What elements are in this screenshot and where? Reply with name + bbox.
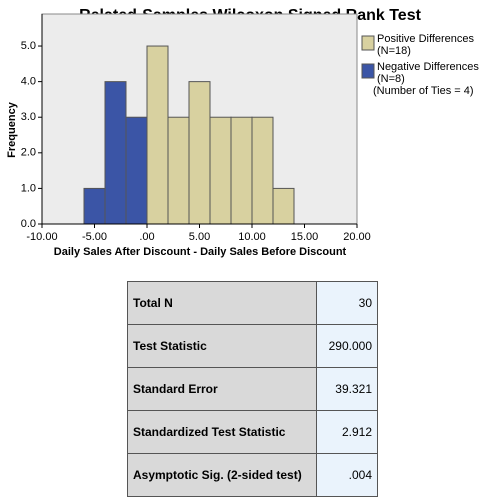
y-tick-label: 1.0 [21, 182, 36, 194]
y-tick-label: 4.0 [21, 76, 36, 88]
table-row: Total N 30 [127, 281, 378, 325]
x-tick-label: -10.00 [26, 231, 57, 243]
table-row: Standardized Test Statistic 2.912 [127, 410, 378, 454]
bar [251, 116, 274, 225]
stat-value: 30 [316, 281, 378, 325]
legend-swatch [361, 63, 375, 79]
legend-label: Positive Differences [377, 33, 475, 45]
legend-swatch [361, 35, 375, 51]
legend-note: (Number of Ties = 4) [373, 85, 474, 97]
x-axis-label: Daily Sales After Discount - Daily Sales… [54, 246, 347, 258]
stat-label: Standardized Test Statistic [127, 410, 317, 454]
stat-label: Standard Error [127, 367, 317, 411]
stat-value: 290.000 [316, 324, 378, 368]
bar [272, 187, 295, 225]
stat-value: 39.321 [316, 367, 378, 411]
stat-label: Test Statistic [127, 324, 317, 368]
stats-table: Total N 30 Test Statistic 290.000 Standard E… [127, 281, 378, 497]
x-tick-label: -5.00 [82, 231, 107, 243]
x-tick-label: 5.00 [189, 231, 210, 243]
stat-value: 2.912 [316, 410, 378, 454]
y-tick-label: 0.0 [21, 218, 36, 230]
stat-value: .004 [316, 453, 378, 497]
stat-label: Total N [127, 281, 317, 325]
x-tick-label: 20.00 [343, 231, 371, 243]
y-tick-label: 2.0 [21, 147, 36, 159]
bar [188, 81, 211, 225]
bar [83, 187, 106, 225]
y-axis-label: Frequency [6, 101, 18, 158]
bar [146, 45, 169, 225]
y-tick-label: 3.0 [21, 111, 36, 123]
x-tick-label: 10.00 [238, 231, 266, 243]
bar [230, 116, 253, 225]
chart: Related-Samples Wilcoxon Signed Rank Tes… [6, 7, 479, 258]
legend-label: Negative Differences [377, 61, 479, 73]
stat-label: Asymptotic Sig. (2-sided test) [127, 453, 317, 497]
bar [125, 116, 148, 225]
y-tick-label: 5.0 [21, 40, 36, 52]
legend-count: (N=8) [377, 73, 405, 85]
legend-count: (N=18) [377, 45, 411, 57]
bar [104, 81, 127, 225]
bar [167, 116, 190, 225]
x-tick-label: 15.00 [291, 231, 319, 243]
table-row: Standard Error 39.321 [127, 367, 378, 411]
table-row: Asymptotic Sig. (2-sided test) .004 [127, 453, 378, 497]
table-row: Test Statistic 290.000 [127, 324, 378, 368]
x-tick-label: .00 [139, 231, 154, 243]
bar [209, 116, 232, 225]
